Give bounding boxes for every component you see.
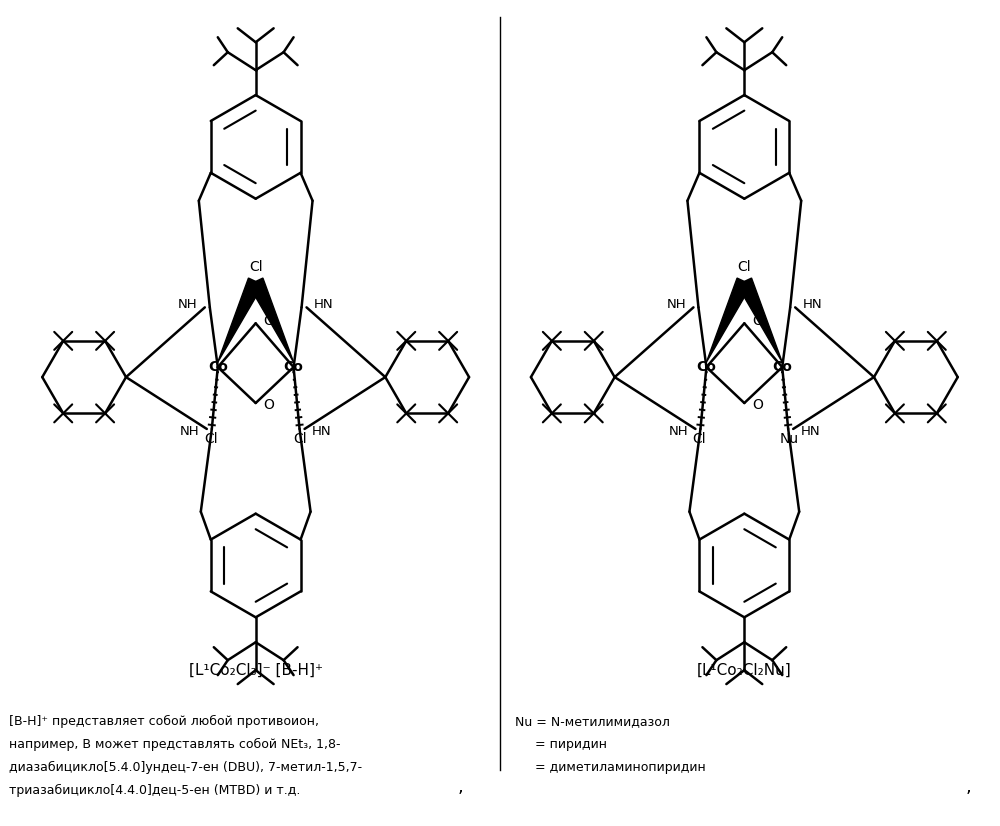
Text: NH: NH — [667, 298, 686, 311]
Text: [B-H]⁺ представляет собой любой противоион,: [B-H]⁺ представляет собой любой противои… — [9, 715, 319, 728]
Polygon shape — [218, 278, 263, 362]
Text: HN: HN — [312, 425, 331, 439]
Text: O: O — [263, 315, 274, 328]
Text: Cl: Cl — [693, 432, 706, 446]
Text: = диметиламинопиридин: = диметиламинопиридин — [515, 761, 706, 774]
Polygon shape — [706, 278, 752, 362]
Text: Nu = N-метилимидазол: Nu = N-метилимидазол — [515, 715, 670, 728]
Text: Co: Co — [696, 360, 716, 374]
Text: Cl: Cl — [249, 260, 262, 274]
Text: триазабицикло[4.4.0]дец-5-ен (MTBD) и т.д.: триазабицикло[4.4.0]дец-5-ен (MTBD) и т.… — [9, 784, 301, 797]
Text: ,: , — [457, 778, 463, 795]
Text: Cl: Cl — [738, 260, 751, 274]
Polygon shape — [737, 278, 782, 362]
Text: NH: NH — [669, 425, 688, 439]
Text: O: O — [752, 315, 763, 328]
Text: [L¹Co₂Cl₃]⁻ [B-H]⁺: [L¹Co₂Cl₃]⁻ [B-H]⁺ — [189, 662, 323, 677]
Text: HN: HN — [802, 298, 822, 311]
Text: HN: HN — [314, 298, 333, 311]
Text: Co: Co — [284, 360, 304, 374]
Text: HN: HN — [800, 425, 820, 439]
Text: NH: NH — [180, 425, 200, 439]
Text: Co: Co — [772, 360, 792, 374]
Text: Cl: Cl — [294, 432, 307, 446]
Text: O: O — [752, 398, 763, 412]
Text: например, B может представлять собой NEt₃, 1,8-: например, B может представлять собой NEt… — [9, 738, 341, 751]
Text: = пиридин: = пиридин — [515, 738, 607, 751]
Text: Nu: Nu — [780, 432, 799, 446]
Text: [L¹Co₂Cl₂Nu]: [L¹Co₂Cl₂Nu] — [697, 662, 792, 677]
Text: O: O — [263, 398, 274, 412]
Text: диазабицикло[5.4.0]ундец-7-ен (DBU), 7-метил-1,5,7-: диазабицикло[5.4.0]ундец-7-ен (DBU), 7-м… — [9, 761, 362, 774]
Text: NH: NH — [178, 298, 198, 311]
Polygon shape — [248, 278, 294, 362]
Text: ,: , — [966, 778, 972, 795]
Text: Co: Co — [208, 360, 228, 374]
Text: Cl: Cl — [204, 432, 218, 446]
